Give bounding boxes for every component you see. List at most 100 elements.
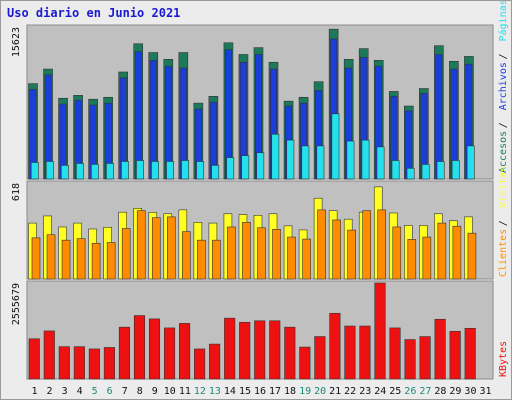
paginas-bar (466, 145, 475, 180)
day-label: 12 (194, 386, 206, 397)
clientes-bar (227, 226, 236, 280)
clientes-bar (136, 210, 146, 280)
day-label: 24 (374, 386, 386, 397)
clientes-bar (76, 238, 86, 280)
paginas-bar (376, 146, 385, 180)
paginas-bar (196, 161, 205, 180)
clientes-bar (242, 222, 251, 280)
legend-pginas: Páginas (497, 1, 509, 42)
chart-title: Uso diario en Junio 2021 (7, 6, 181, 20)
kbytes-bar (269, 320, 281, 380)
day-label: 28 (434, 386, 446, 397)
paginas-bar (60, 165, 69, 180)
day-label: 7 (122, 386, 128, 397)
clientes-bar (452, 225, 462, 280)
legend-separator: / (498, 122, 509, 128)
clientes-bar (377, 209, 387, 280)
kbytes-bar (118, 326, 130, 380)
paginas-bar (166, 161, 174, 180)
paginas-bar (286, 139, 295, 180)
clientes-bar (332, 219, 341, 280)
day-label: 18 (284, 386, 296, 397)
paginas-bar (136, 160, 144, 180)
day-label: 10 (164, 386, 176, 397)
day-label: 5 (92, 386, 98, 397)
paginas-bar (91, 164, 99, 180)
day-label: 30 (464, 386, 476, 397)
paginas-bar (436, 161, 445, 180)
kbytes-bar (58, 346, 70, 380)
kbytes-bar (148, 318, 161, 380)
paginas-bar (271, 133, 280, 180)
paginas-bar (361, 139, 370, 180)
day-label: 26 (404, 386, 416, 397)
kbytes-bar (194, 348, 206, 380)
day-label: 16 (254, 386, 266, 397)
clientes-bar (197, 239, 206, 280)
kbytes-bar (359, 325, 371, 380)
paginas-bar (421, 164, 430, 180)
day-label: 1 (32, 386, 38, 397)
day-label: 29 (449, 386, 461, 397)
kbytes-bar (449, 330, 461, 380)
legend-archivos: Archivos (498, 62, 509, 110)
legend-accesos: Accesos (498, 131, 509, 173)
clientes-bar (212, 239, 221, 280)
kbytes-bar (329, 312, 341, 380)
clientes-bar (121, 228, 131, 280)
panel-mid-max-label: 618 (11, 183, 22, 201)
paginas-bar (30, 162, 39, 180)
kbytes-bar (404, 339, 416, 380)
kbytes-bar (434, 318, 446, 380)
legend-separator: / (498, 53, 509, 59)
day-label: 2 (47, 386, 53, 397)
paginas-bar (121, 161, 129, 180)
kbytes-bar (163, 327, 176, 380)
clientes-bar (347, 229, 356, 280)
kbytes-bar (314, 336, 326, 380)
day-label: 23 (359, 386, 371, 397)
clientes-bar (31, 237, 41, 280)
clientes-bar (302, 238, 311, 280)
day-label: 17 (269, 386, 281, 397)
paginas-bar (391, 160, 400, 180)
legend-kbytes: KBytes (498, 341, 509, 377)
clientes-bar (106, 242, 116, 280)
paginas-bar (106, 163, 114, 180)
day-label: 21 (329, 386, 341, 397)
paginas-bar (301, 145, 310, 180)
clientes-bar (272, 228, 281, 280)
clientes-bar (166, 216, 176, 280)
paginas-bar (331, 113, 340, 180)
clientes-bar (257, 227, 266, 280)
clientes-bar (392, 226, 402, 280)
kbytes-bar (284, 326, 296, 380)
kbytes-bar (464, 327, 476, 380)
kbytes-bar (254, 320, 266, 380)
day-label: 11 (179, 386, 191, 397)
day-label: 3 (62, 386, 68, 397)
clientes-bar (437, 222, 447, 280)
clientes-bar (182, 231, 191, 280)
archivos-bar (134, 51, 142, 180)
paginas-bar (256, 152, 265, 180)
day-label: 4 (77, 386, 83, 397)
day-label: 22 (344, 386, 356, 397)
kbytes-bar (344, 325, 356, 380)
clientes-bar (467, 232, 477, 280)
paginas-bar (211, 165, 220, 180)
kbytes-bar (299, 346, 311, 380)
day-label: 27 (419, 386, 431, 397)
clientes-bar (422, 236, 432, 280)
paginas-bar (226, 157, 235, 180)
day-label: 20 (314, 386, 326, 397)
clientes-bar (362, 210, 372, 280)
clientes-bar (61, 239, 71, 280)
kbytes-bar (224, 317, 236, 380)
clientes-bar (407, 239, 417, 280)
kbytes-bar (179, 323, 191, 380)
kbytes-bar (389, 327, 401, 380)
paginas-bar (346, 140, 355, 180)
day-label: 13 (209, 386, 221, 397)
